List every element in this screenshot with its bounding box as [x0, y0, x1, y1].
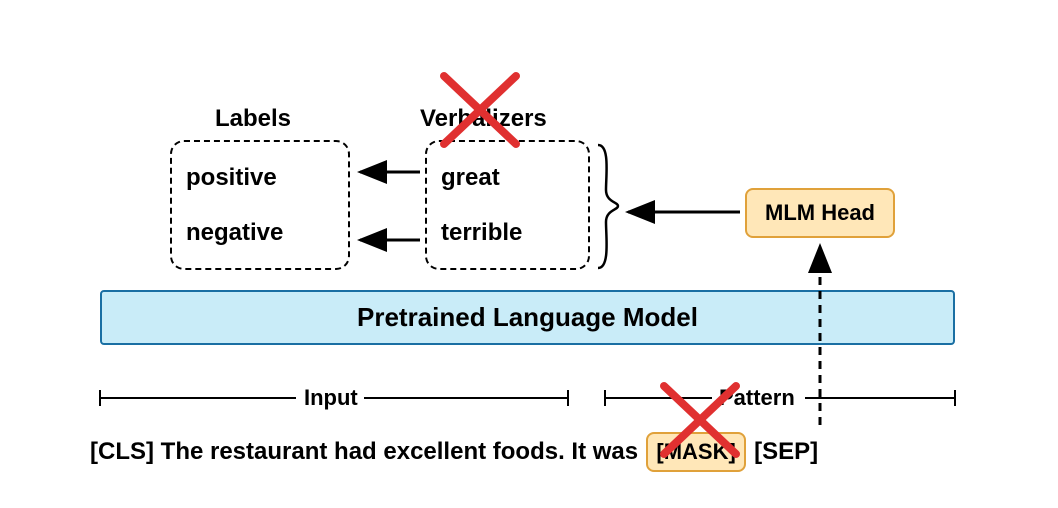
input-sentence: [CLS] The restaurant had excellent foods…: [90, 432, 818, 472]
verbalizers-box: great terrible: [425, 140, 590, 270]
plm-box: Pretrained Language Model: [100, 290, 955, 345]
brace: [598, 145, 618, 268]
plm-label: Pretrained Language Model: [357, 302, 698, 333]
verbalizer-great: great: [441, 164, 500, 192]
label-negative: negative: [186, 219, 283, 247]
verbalizer-terrible: terrible: [441, 219, 522, 247]
mask-token-box: [MASK]: [646, 432, 746, 472]
verbalizers-title: Verbalizers: [420, 105, 547, 133]
label-positive: positive: [186, 164, 277, 192]
mlm-head-box: MLM Head: [745, 188, 895, 238]
labels-box: positive negative: [170, 140, 350, 270]
diagram-stage: Labels Verbalizers positive negative gre…: [0, 0, 1058, 508]
mask-token-label: [MASK]: [656, 439, 735, 465]
mlm-head-label: MLM Head: [765, 200, 875, 226]
section-pattern-label: Pattern: [715, 385, 799, 411]
sentence-prefix: [CLS] The restaurant had excellent foods…: [90, 438, 638, 466]
sentence-suffix: [SEP]: [754, 438, 818, 466]
section-input-label: Input: [300, 385, 362, 411]
labels-title: Labels: [215, 105, 291, 133]
